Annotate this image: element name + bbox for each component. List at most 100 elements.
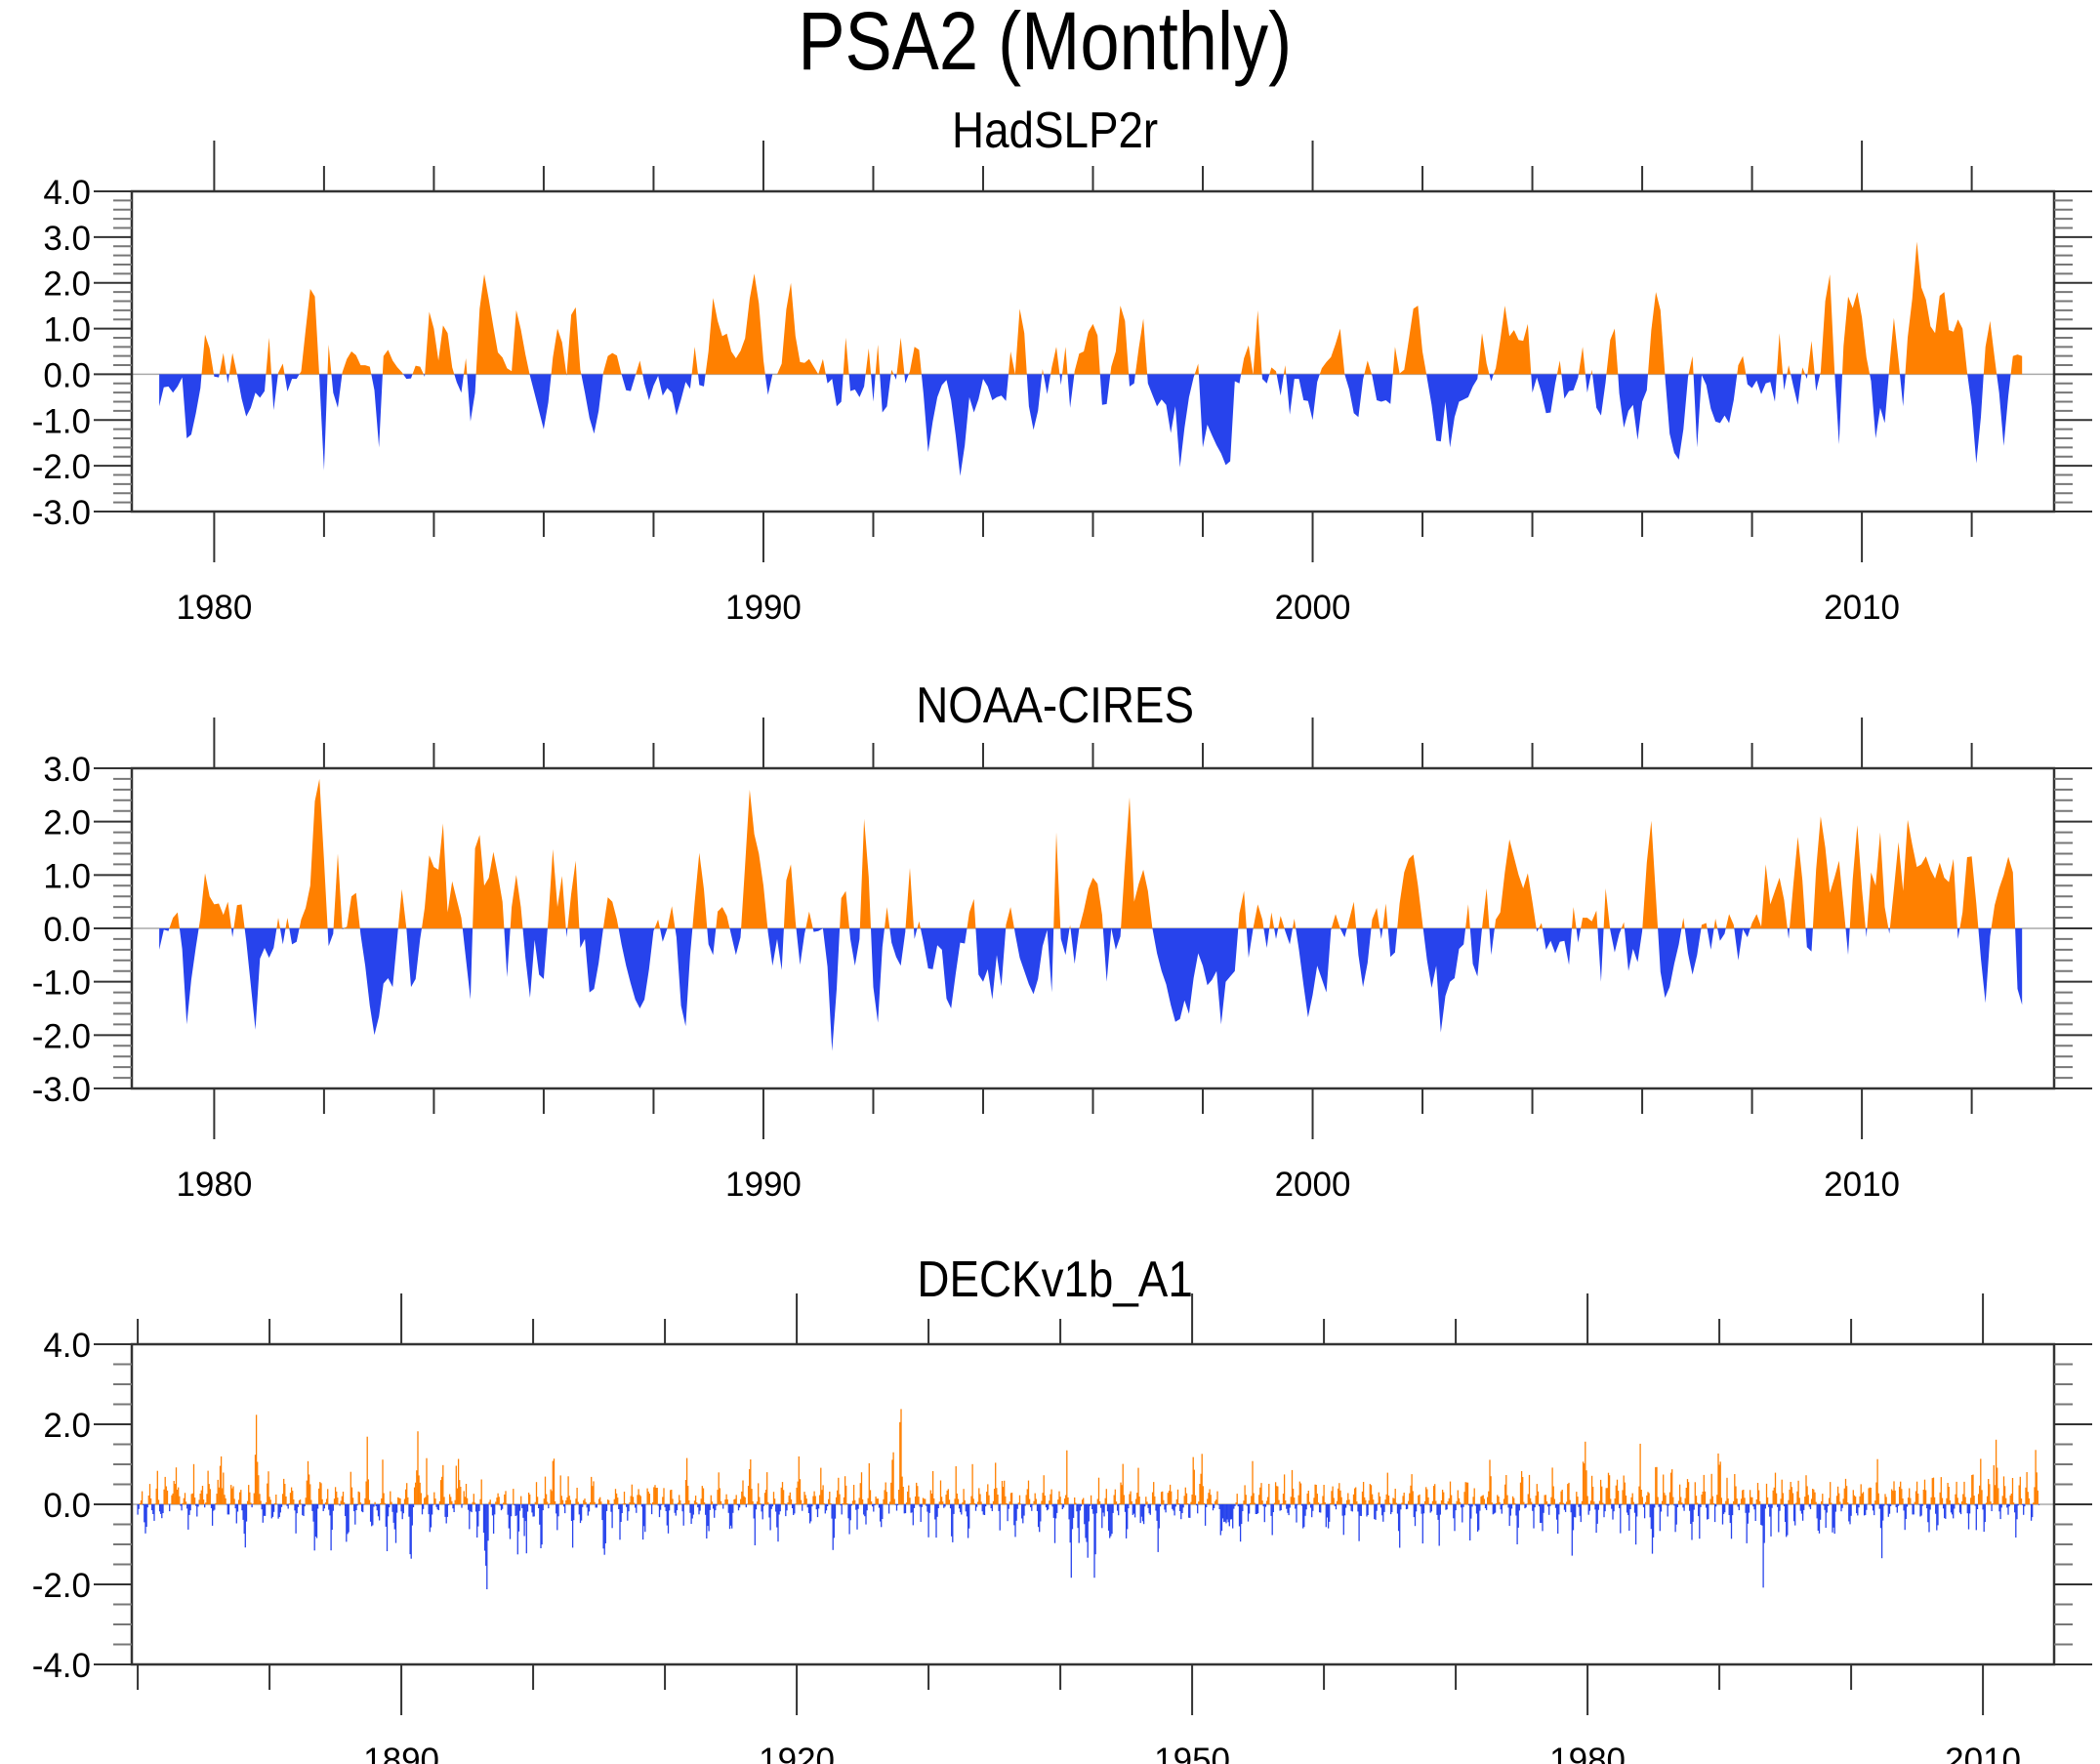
positive-area — [1750, 864, 1788, 928]
negative-area — [159, 928, 170, 950]
positive-area — [425, 311, 455, 375]
positive-area — [1539, 923, 1543, 928]
negative-area — [1865, 928, 1868, 938]
negative-area — [1099, 374, 1111, 405]
negative-area — [1870, 374, 1889, 438]
positive-area — [1364, 360, 1372, 375]
y-tick-label: 1.0 — [43, 311, 91, 349]
negative-area — [359, 928, 398, 1036]
negative-area — [529, 374, 552, 430]
positive-area — [885, 907, 890, 928]
negative-area — [331, 374, 343, 408]
negative-area — [1693, 374, 1738, 448]
y-tick-label: 2.0 — [43, 266, 91, 304]
negative-area — [767, 928, 784, 970]
y-tick-label: -4.0 — [32, 1647, 91, 1685]
negative-area — [1276, 374, 1284, 396]
positive-area — [859, 818, 871, 928]
positive-area — [1269, 367, 1277, 375]
positive-area — [1465, 904, 1470, 928]
y-tick-label: 4.0 — [43, 174, 91, 212]
positive-area — [1820, 274, 1835, 375]
positive-area — [1134, 318, 1148, 375]
positive-area — [705, 273, 765, 375]
positive-area — [805, 911, 813, 928]
negative-area — [1489, 374, 1494, 382]
negative-area — [1814, 374, 1821, 391]
negative-area — [1147, 374, 1195, 468]
positive-area — [875, 345, 881, 375]
positive-area — [1284, 365, 1287, 375]
negative-area — [1102, 928, 1122, 982]
negative-area — [675, 928, 693, 1027]
positive-area — [1688, 355, 1694, 375]
positive-area — [917, 921, 921, 928]
positive-area — [1807, 341, 1815, 375]
positive-area — [840, 890, 849, 928]
x-tick-label: 2000 — [1275, 589, 1351, 627]
negative-area — [1592, 374, 1607, 416]
x-tick-label: 1980 — [1549, 1742, 1626, 1764]
negative-area — [1597, 928, 1604, 982]
positive-area — [1382, 903, 1388, 928]
y-tick-label: 4.0 — [43, 1327, 91, 1365]
negative-area — [707, 928, 717, 956]
positive-area — [285, 918, 290, 928]
y-tick-label: 2.0 — [43, 804, 91, 842]
y-tick-label: -2.0 — [32, 1017, 91, 1055]
negative-area — [1576, 928, 1582, 943]
negative-area — [1536, 928, 1540, 932]
positive-area — [1346, 901, 1357, 928]
positive-area — [382, 349, 403, 375]
negative-area — [1274, 928, 1279, 939]
positive-area — [219, 352, 226, 375]
negative-area — [1026, 374, 1043, 431]
positive-area — [1790, 837, 1806, 928]
positive-area — [1110, 306, 1130, 375]
negative-area — [1805, 928, 1813, 952]
positive-area — [1253, 309, 1262, 375]
y-tick-label: -3.0 — [32, 494, 91, 532]
positive-area — [475, 273, 530, 375]
positive-area — [1889, 819, 1957, 928]
x-tick-label: 1980 — [176, 1166, 252, 1204]
negative-area — [1746, 374, 1777, 402]
negative-area — [1624, 928, 1643, 971]
negative-area — [1263, 928, 1270, 948]
negative-area — [1372, 374, 1393, 404]
positive-area — [1494, 839, 1537, 928]
x-tick-label: 1950 — [1154, 1742, 1230, 1764]
negative-area — [914, 928, 918, 939]
negative-area — [279, 928, 286, 945]
positive-area — [1050, 347, 1060, 375]
negative-area — [975, 928, 1007, 1000]
negative-area — [423, 374, 426, 377]
negative-area — [822, 928, 841, 1051]
negative-area — [880, 374, 891, 413]
x-tick-label: 1980 — [176, 589, 252, 627]
positive-area — [654, 919, 660, 928]
negative-area — [1379, 928, 1383, 939]
negative-area — [159, 374, 202, 438]
positive-area — [602, 897, 619, 928]
negative-area — [1900, 374, 1906, 407]
negative-area — [1717, 928, 1726, 941]
positive-area — [464, 358, 468, 375]
negative-area — [1469, 928, 1482, 977]
negative-area — [1070, 928, 1080, 964]
negative-area — [1834, 374, 1842, 445]
negative-area — [1610, 928, 1622, 953]
positive-area — [1867, 832, 1889, 928]
positive-area — [333, 853, 343, 928]
negative-area — [1805, 374, 1808, 380]
y-tick-label: -1.0 — [32, 402, 91, 440]
negative-area — [1658, 928, 1682, 999]
negative-area — [1531, 374, 1557, 414]
negative-area — [1665, 374, 1689, 460]
positive-area — [2010, 354, 2023, 375]
positive-area — [1397, 854, 1423, 928]
y-tick-label: 2.0 — [43, 1407, 91, 1445]
positive-area — [1069, 924, 1071, 928]
negative-area — [1978, 928, 1992, 1004]
